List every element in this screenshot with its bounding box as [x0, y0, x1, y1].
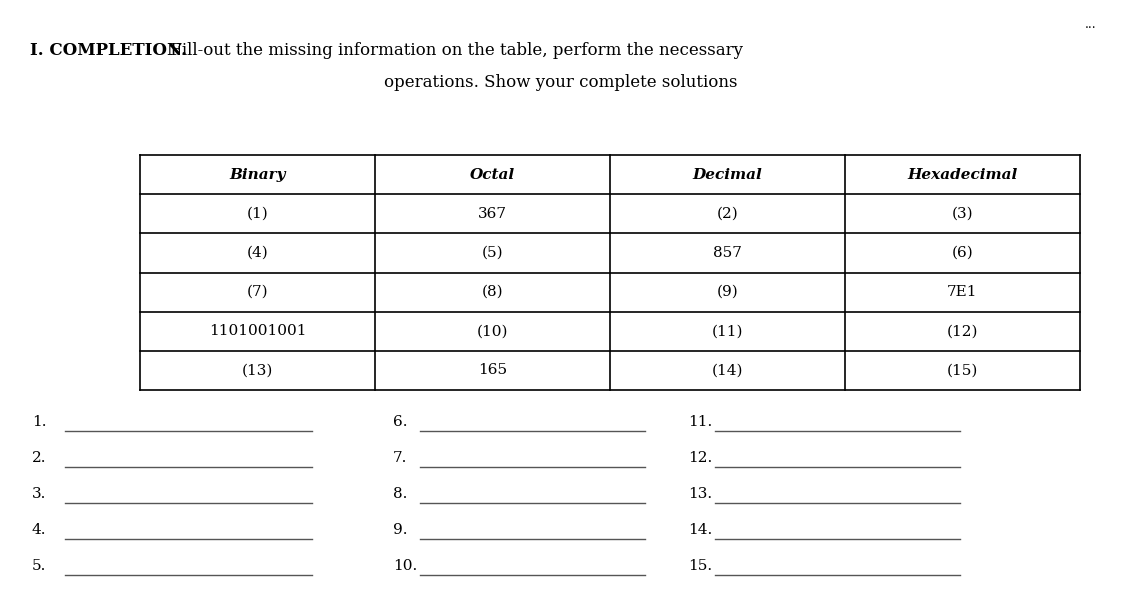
- Text: (3): (3): [951, 207, 973, 221]
- Text: Octal: Octal: [470, 168, 515, 182]
- Text: 13.: 13.: [688, 487, 712, 501]
- Text: (1): (1): [247, 207, 268, 221]
- Text: 165: 165: [478, 363, 507, 378]
- Text: (14): (14): [711, 363, 743, 378]
- Text: (15): (15): [947, 363, 978, 378]
- Text: 1101001001: 1101001001: [209, 324, 306, 338]
- Text: 367: 367: [478, 207, 507, 221]
- Text: Hexadecimal: Hexadecimal: [908, 168, 1018, 182]
- Text: 14.: 14.: [688, 523, 712, 537]
- Text: 7E1: 7E1: [947, 285, 977, 299]
- Text: 11.: 11.: [688, 415, 712, 429]
- Text: 9.: 9.: [393, 523, 407, 537]
- Text: I. COMPLETION.: I. COMPLETION.: [30, 42, 187, 59]
- Text: Fill-out the missing information on the table, perform the necessary: Fill-out the missing information on the …: [165, 42, 743, 59]
- Text: (4): (4): [247, 246, 268, 260]
- Text: (9): (9): [717, 285, 738, 299]
- Text: (6): (6): [951, 246, 974, 260]
- Text: 8.: 8.: [393, 487, 407, 501]
- Text: Binary: Binary: [229, 168, 286, 182]
- Text: 4.: 4.: [33, 523, 46, 537]
- Text: (2): (2): [717, 207, 738, 221]
- Text: 12.: 12.: [688, 451, 712, 465]
- Text: 1.: 1.: [33, 415, 46, 429]
- Text: 7.: 7.: [393, 451, 407, 465]
- Text: (7): (7): [247, 285, 268, 299]
- Text: 2.: 2.: [33, 451, 46, 465]
- Text: (11): (11): [711, 324, 743, 338]
- Text: (10): (10): [477, 324, 508, 338]
- Text: (5): (5): [481, 246, 504, 260]
- Text: Decimal: Decimal: [692, 168, 762, 182]
- Text: 15.: 15.: [688, 559, 712, 573]
- Text: 6.: 6.: [393, 415, 407, 429]
- Text: 3.: 3.: [33, 487, 46, 501]
- Text: (12): (12): [947, 324, 978, 338]
- Text: (8): (8): [481, 285, 504, 299]
- Text: 857: 857: [714, 246, 742, 260]
- Text: ...: ...: [1085, 18, 1096, 31]
- Text: 10.: 10.: [393, 559, 417, 573]
- Text: operations. Show your complete solutions: operations. Show your complete solutions: [384, 74, 738, 91]
- Text: 5.: 5.: [33, 559, 46, 573]
- Text: (13): (13): [242, 363, 273, 378]
